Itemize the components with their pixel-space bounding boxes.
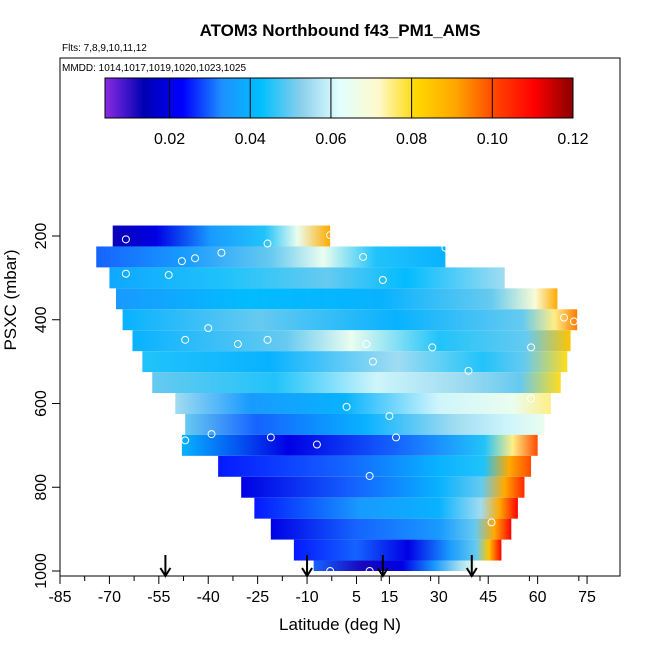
y-tick-label: 1000 xyxy=(33,553,50,589)
sample-point xyxy=(266,433,275,442)
sample-points xyxy=(72,231,578,578)
heatmap-row xyxy=(181,434,538,456)
sample-point xyxy=(428,343,437,352)
sample-point xyxy=(385,412,394,421)
sample-point xyxy=(263,239,272,248)
dates-subtitle: MMDD: 1014,1017,1019,1020,1023,1025 xyxy=(62,63,246,74)
sample-point xyxy=(233,340,242,349)
sample-point xyxy=(464,366,473,375)
x-tick-label: 5 xyxy=(352,589,361,606)
sample-point xyxy=(392,433,400,442)
y-tick-label: 200 xyxy=(33,223,50,250)
sample-point xyxy=(217,248,226,257)
sample-point xyxy=(569,317,578,326)
sample-point xyxy=(191,254,200,263)
sample-point xyxy=(359,252,368,261)
flights-subtitle: Flts: 7,8,9,10,11,12 xyxy=(62,43,147,54)
x-tick-label: -40 xyxy=(197,589,220,606)
sample-point xyxy=(177,257,186,266)
sample-point xyxy=(204,324,213,333)
x-tick-label: 75 xyxy=(578,589,596,606)
sample-point xyxy=(527,394,536,403)
heatmap-row xyxy=(313,560,476,571)
heatmap-row xyxy=(241,476,525,498)
x-tick-label: 15 xyxy=(381,589,399,606)
sample-point xyxy=(527,542,536,551)
sample-point xyxy=(365,567,374,575)
y-tick-label: 600 xyxy=(33,390,50,417)
colorbar-tick-label: 0.04 xyxy=(235,131,266,148)
colorbar-tick-label: 0.08 xyxy=(396,131,427,148)
heatmap-row xyxy=(112,225,331,247)
x-tick-label: -10 xyxy=(295,589,318,606)
heatmap-row xyxy=(109,267,505,289)
heatmap-row xyxy=(96,246,446,268)
sample-point xyxy=(560,313,568,322)
heatmap-row xyxy=(293,539,502,561)
x-tick-label: 45 xyxy=(479,589,497,606)
heatmap-row xyxy=(132,330,571,352)
heatmap-row xyxy=(142,351,568,373)
colorbar-tick-label: 0.06 xyxy=(315,131,346,148)
sample-point xyxy=(164,270,173,279)
sample-point xyxy=(181,335,190,344)
sample-point xyxy=(326,567,335,575)
heatmap-row xyxy=(122,309,578,331)
sample-point xyxy=(72,250,81,259)
heatmap-row xyxy=(152,372,561,394)
sample-point xyxy=(487,518,496,527)
y-tick-label: 400 xyxy=(33,306,50,333)
sample-point xyxy=(181,436,190,445)
heatmap-row xyxy=(116,288,558,310)
colorbar-tick-label: 0.02 xyxy=(154,131,185,148)
x-axis-label: Latitude (deg N) xyxy=(279,615,401,634)
sample-point xyxy=(378,275,387,284)
sample-point xyxy=(365,471,374,480)
sample-point xyxy=(207,430,216,439)
colorbar-ticks: 0.02 0.04 0.06 0.08 0.10 0.12 xyxy=(154,78,589,148)
y-tick-label: 800 xyxy=(33,474,50,501)
x-tick-label: 60 xyxy=(529,589,547,606)
heatmap-row xyxy=(218,455,532,477)
x-tick-label: -85 xyxy=(48,589,71,606)
x-tick-label: -55 xyxy=(147,589,170,606)
x-axis-ticks: -85 -70 -55 -40 -25 -10 5 15 30 45 60 75 xyxy=(48,576,596,606)
sample-point xyxy=(312,440,321,449)
chart-title: ATOM3 Northbound f43_PM1_AMS xyxy=(200,21,481,40)
y-axis-ticks: 200 400 600 800 1000 xyxy=(33,223,60,589)
x-tick-label: -25 xyxy=(246,589,269,606)
sample-point xyxy=(362,340,371,349)
sample-point xyxy=(527,343,536,352)
y-axis-label: PSXC (mbar) xyxy=(1,249,20,350)
sample-point xyxy=(121,235,130,244)
sample-point xyxy=(121,269,130,278)
heatmap-row xyxy=(175,393,551,414)
colorbar-tick-label: 0.12 xyxy=(557,131,588,148)
sample-point xyxy=(342,402,351,411)
heatmap-row xyxy=(185,413,545,435)
x-tick-label: 30 xyxy=(430,589,448,606)
heatmap-row xyxy=(270,518,512,540)
colorbar xyxy=(104,77,574,119)
sample-point xyxy=(368,357,377,366)
sample-point xyxy=(441,243,450,252)
sample-point xyxy=(263,335,272,344)
heatmap-row xyxy=(254,497,518,519)
heatmap-rows xyxy=(96,225,578,571)
plot-frame xyxy=(59,57,621,577)
colorbar-tick-label: 0.10 xyxy=(477,131,508,148)
sample-point xyxy=(326,231,335,240)
x-tick-label: -70 xyxy=(98,589,121,606)
